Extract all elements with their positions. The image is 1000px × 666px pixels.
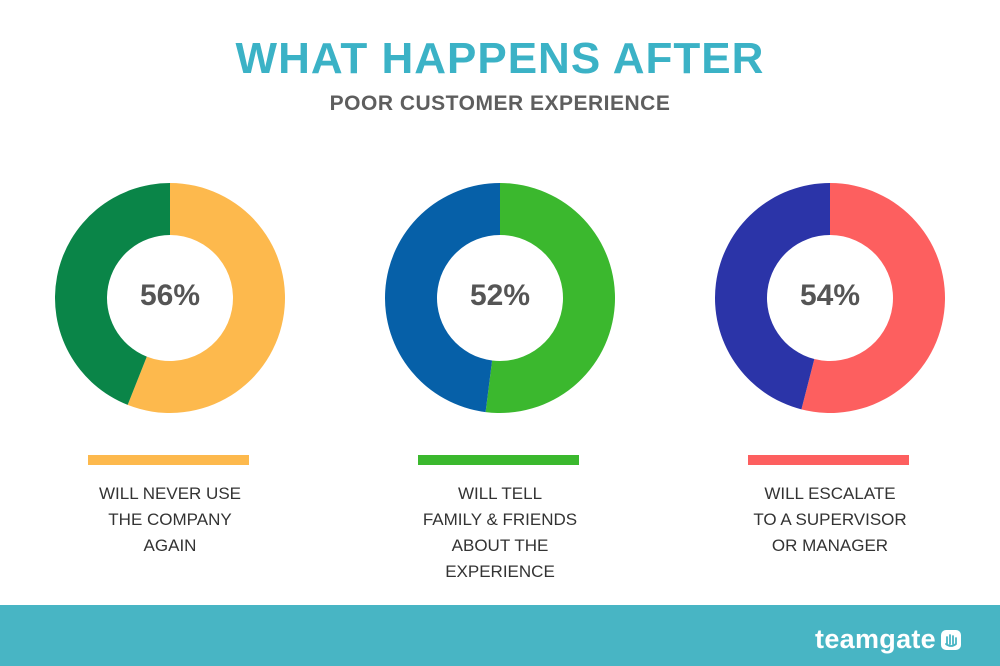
percentage-label: 52% [469,279,531,312]
accent-bar [748,455,909,465]
footer-band: teamgate [0,605,1000,666]
donut-slice-remainder [55,183,170,405]
donut-slice-remainder [385,183,500,413]
percentage-label: 56% [139,279,201,312]
page-title: WHAT HAPPENS AFTER [235,34,765,83]
brand-name: teamgate [815,624,936,654]
description-line: FAMILY & FRIENDS [422,510,578,529]
stat-description: WILL ESCALATE TO A SUPERVISOR OR MANAGER [710,481,950,559]
hand-icon [941,629,961,650]
description-line: ABOUT THE [451,536,549,555]
donut-slice-primary [127,183,285,413]
stat-card-never-use: 56% WILL NEVER USE THE COMPANY AGAIN [50,183,290,593]
donut-slice-primary [485,183,615,413]
description-line: WILL ESCALATE [764,484,896,503]
description-line: THE COMPANY [108,510,232,529]
stat-card-escalate: 54% WILL ESCALATE TO A SUPERVISOR OR MAN… [710,183,950,593]
description-line: WILL NEVER USE [98,484,242,503]
description-line: WILL TELL [457,484,543,503]
description-line: OR MANAGER [771,536,889,555]
description-line: EXPERIENCE [445,562,555,581]
donut-chart [55,183,285,413]
donut-chart [385,183,615,413]
percentage-label: 54% [799,279,861,312]
donut-slice-primary [801,183,945,413]
stat-description: WILL TELL FAMILY & FRIENDS ABOUT THE EXP… [380,481,620,585]
accent-bar [418,455,579,465]
donut-slice-remainder [715,183,830,410]
page-subtitle: POOR CUSTOMER EXPERIENCE [329,92,671,115]
description-line: AGAIN [143,536,197,555]
accent-bar [88,455,249,465]
description-line: TO A SUPERVISOR [753,510,907,529]
brand-logo[interactable]: teamgate [815,624,962,655]
donut-chart [715,183,945,413]
stat-description: WILL NEVER USE THE COMPANY AGAIN [50,481,290,559]
stat-card-tell-friends: 52% WILL TELL FAMILY & FRIENDS ABOUT THE… [380,183,620,593]
